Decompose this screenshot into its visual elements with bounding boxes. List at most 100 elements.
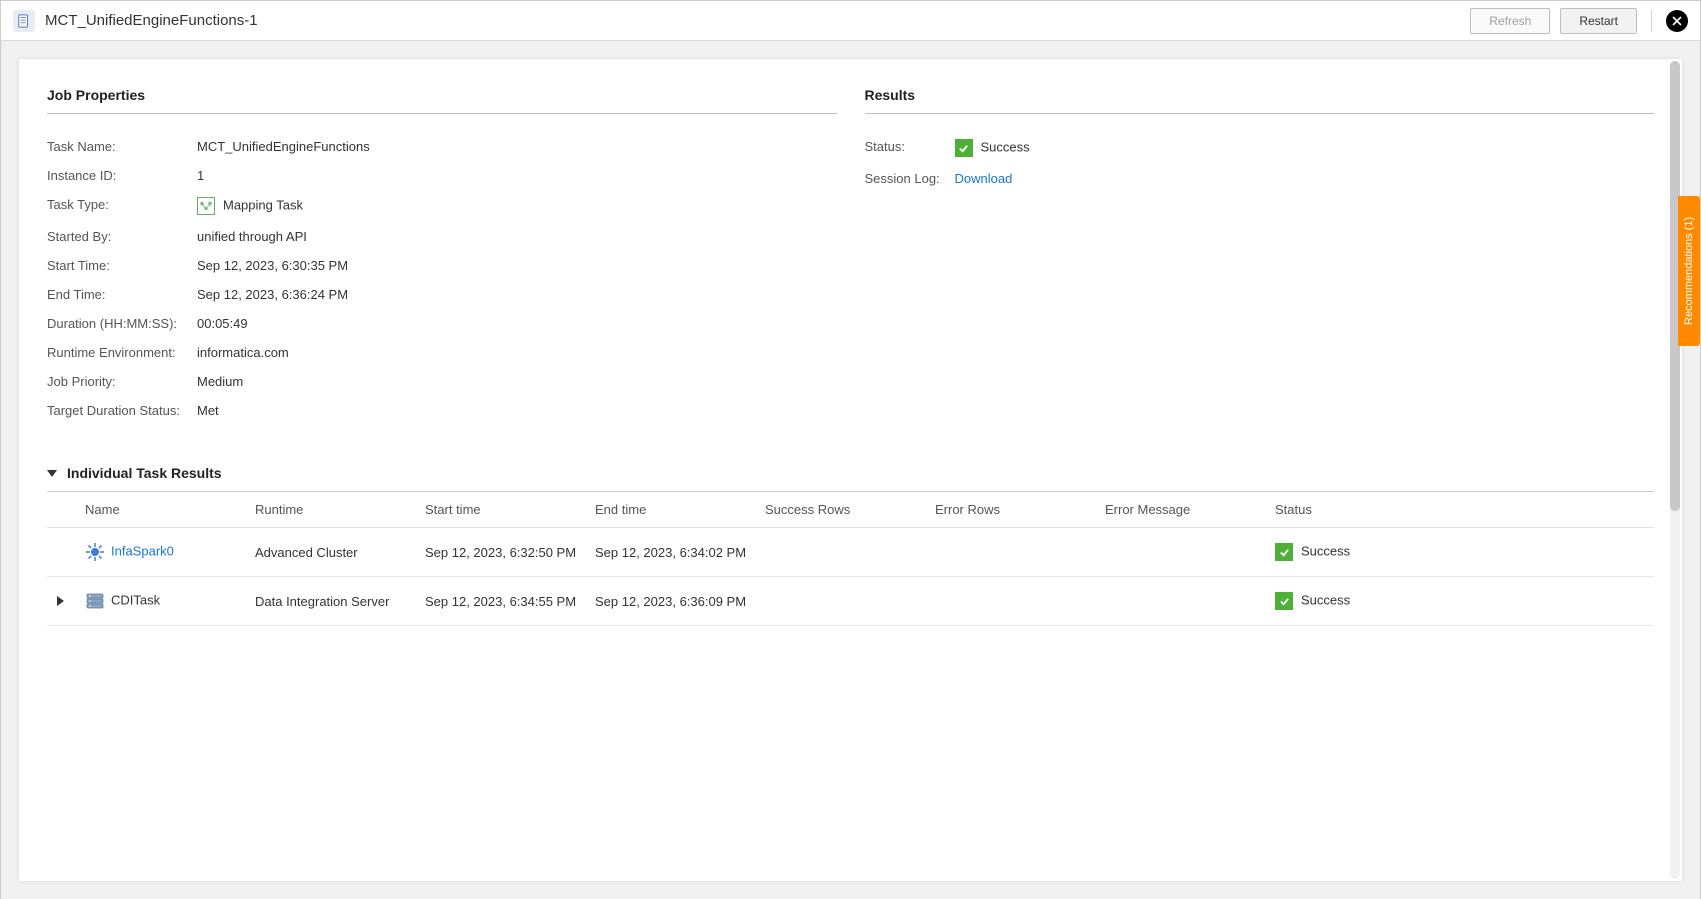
success_rows-cell <box>757 577 927 626</box>
error_rows-cell <box>927 577 1097 626</box>
row-name[interactable]: InfaSpark0 <box>111 543 174 558</box>
col-end-time: End time <box>587 492 757 528</box>
task-results-toggle[interactable]: Individual Task Results <box>47 465 1654 481</box>
value: Medium <box>197 374 243 389</box>
label: Job Priority: <box>47 374 197 389</box>
task-results-title: Individual Task Results <box>67 465 222 481</box>
prop-start-time: Start Time: Sep 12, 2023, 6:30:35 PM <box>47 251 837 280</box>
row-name: CDITask <box>111 592 160 607</box>
col-error-rows: Error Rows <box>927 492 1097 528</box>
page-icon <box>13 10 35 32</box>
value: informatica.com <box>197 345 289 360</box>
value: 1 <box>197 168 204 183</box>
spark-icon <box>85 542 105 562</box>
mapping-task-icon <box>197 197 215 215</box>
prop-task-type: Task Type: Mapping Task <box>47 190 837 222</box>
header-bar: MCT_UnifiedEngineFunctions-1 Refresh Res… <box>1 1 1700 41</box>
task-results-section: Individual Task Results Name Runtime Sta… <box>47 465 1654 626</box>
label: Task Type: <box>47 197 197 215</box>
error_message-cell <box>1097 528 1267 577</box>
value: Sep 12, 2023, 6:30:35 PM <box>197 258 348 273</box>
label: End Time: <box>47 287 197 302</box>
value: Sep 12, 2023, 6:36:24 PM <box>197 287 348 302</box>
status-text: Success <box>1301 543 1350 558</box>
body-area: Recommendations (1) Job Properties Task … <box>1 41 1700 899</box>
caret-right-icon <box>57 596 64 606</box>
recommendations-tab[interactable]: Recommendations (1) <box>1678 196 1700 346</box>
col-name: Name <box>77 492 247 528</box>
table-row: InfaSpark0Advanced ClusterSep 12, 2023, … <box>47 528 1654 577</box>
close-button[interactable] <box>1666 10 1688 32</box>
prop-task-name: Task Name: MCT_UnifiedEngineFunctions <box>47 132 837 161</box>
job-properties-title: Job Properties <box>47 87 837 114</box>
task-results-table: Name Runtime Start time End time Success… <box>47 491 1654 626</box>
col-start-time: Start time <box>417 492 587 528</box>
label: Session Log: <box>865 171 955 186</box>
download-link[interactable]: Download <box>955 171 1013 186</box>
prop-started-by: Started By: unified through API <box>47 222 837 251</box>
main-panel: Job Properties Task Name: MCT_UnifiedEng… <box>19 59 1682 881</box>
col-success-rows: Success Rows <box>757 492 927 528</box>
status-text: Success <box>1301 592 1350 607</box>
label: Start Time: <box>47 258 197 273</box>
value: Met <box>197 403 219 418</box>
caret-down-icon <box>47 470 57 477</box>
col-error-message: Error Message <box>1097 492 1267 528</box>
prop-job-priority: Job Priority: Medium <box>47 367 837 396</box>
label: Target Duration Status: <box>47 403 197 418</box>
prop-end-time: End Time: Sep 12, 2023, 6:36:24 PM <box>47 280 837 309</box>
error_rows-cell <box>927 528 1097 577</box>
label: Started By: <box>47 229 197 244</box>
label: Task Name: <box>47 139 197 154</box>
col-expand <box>47 492 77 528</box>
status-cell: Success <box>1267 528 1654 577</box>
label: Runtime Environment: <box>47 345 197 360</box>
start_time-cell: Sep 12, 2023, 6:34:55 PM <box>417 577 587 626</box>
refresh-button[interactable]: Refresh <box>1470 8 1550 34</box>
success_rows-cell <box>757 528 927 577</box>
error_message-cell <box>1097 577 1267 626</box>
name-cell: InfaSpark0 <box>77 528 247 577</box>
results-session-log: Session Log: Download <box>865 164 1655 193</box>
expand-cell <box>47 528 77 577</box>
task-type-text: Mapping Task <box>223 197 303 212</box>
runtime-cell: Advanced Cluster <box>247 528 417 577</box>
restart-button[interactable]: Restart <box>1560 8 1637 34</box>
success-icon <box>1275 592 1293 610</box>
table-header-row: Name Runtime Start time End time Success… <box>47 492 1654 528</box>
col-status: Status <box>1267 492 1654 528</box>
page-title: MCT_UnifiedEngineFunctions-1 <box>45 12 1470 29</box>
status-text: Success <box>981 139 1030 154</box>
prop-duration: Duration (HH:MM:SS): 00:05:49 <box>47 309 837 338</box>
end_time-cell: Sep 12, 2023, 6:36:09 PM <box>587 577 757 626</box>
status-cell: Success <box>1267 577 1654 626</box>
value: Success <box>955 139 1030 157</box>
value: Download <box>955 171 1013 186</box>
divider <box>1651 10 1652 32</box>
expand-cell[interactable] <box>47 577 77 626</box>
table-row: CDITaskData Integration ServerSep 12, 20… <box>47 577 1654 626</box>
results-title: Results <box>865 87 1655 114</box>
value: 00:05:49 <box>197 316 248 331</box>
results-section: Results Status: Success Session Log: Dow… <box>865 87 1655 425</box>
success-icon <box>1275 543 1293 561</box>
col-runtime: Runtime <box>247 492 417 528</box>
runtime-cell: Data Integration Server <box>247 577 417 626</box>
value: MCT_UnifiedEngineFunctions <box>197 139 370 154</box>
value: unified through API <box>197 229 307 244</box>
start_time-cell: Sep 12, 2023, 6:32:50 PM <box>417 528 587 577</box>
success-icon <box>955 139 973 157</box>
server-icon <box>85 591 105 611</box>
prop-instance-id: Instance ID: 1 <box>47 161 837 190</box>
end_time-cell: Sep 12, 2023, 6:34:02 PM <box>587 528 757 577</box>
prop-target-duration: Target Duration Status: Met <box>47 396 837 425</box>
job-properties-section: Job Properties Task Name: MCT_UnifiedEng… <box>47 87 837 425</box>
results-status: Status: Success <box>865 132 1655 164</box>
scrollbar-track[interactable] <box>1670 61 1680 879</box>
name-cell: CDITask <box>77 577 247 626</box>
label: Duration (HH:MM:SS): <box>47 316 197 331</box>
label: Status: <box>865 139 955 157</box>
header-actions: Refresh Restart <box>1470 8 1688 34</box>
prop-runtime-env: Runtime Environment: informatica.com <box>47 338 837 367</box>
label: Instance ID: <box>47 168 197 183</box>
